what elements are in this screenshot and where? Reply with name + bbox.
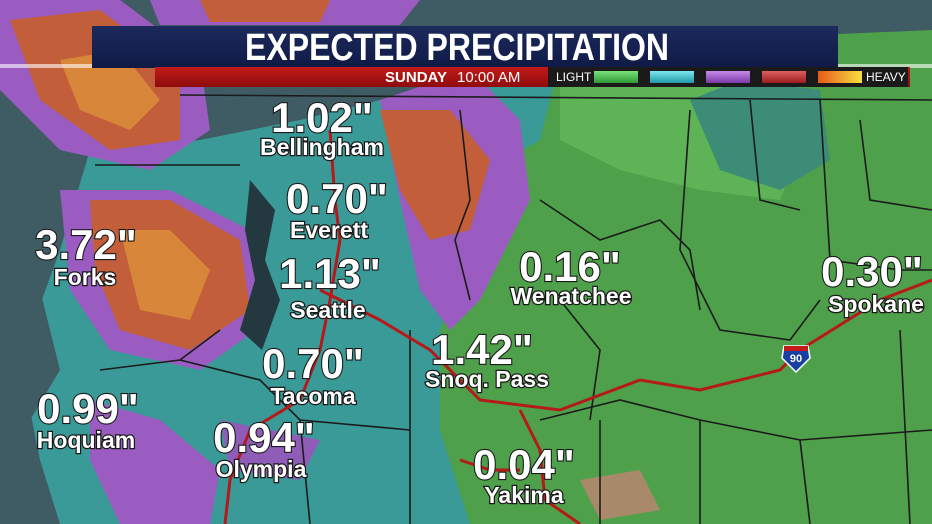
precip-amount: 1.13" (279, 250, 381, 297)
precip-amount: 0.99" (37, 385, 139, 432)
legend-swatch (706, 71, 750, 83)
legend-swatch (650, 71, 694, 83)
city-name: Forks (54, 264, 117, 290)
city-name: Spokane (828, 291, 924, 317)
precip-amount: 0.04" (473, 441, 575, 488)
city-name: Wenatchee (510, 283, 631, 309)
city-name: Bellingham (260, 134, 384, 160)
highways (223, 129, 932, 524)
day-label: SUNDAY (385, 69, 447, 86)
legend-swatch (818, 71, 862, 83)
legend-low: LIGHT (556, 70, 592, 84)
precip-amount: 0.70" (262, 340, 364, 387)
precip-amount: 0.30" (821, 248, 923, 295)
city-name: Seattle (290, 297, 365, 323)
legend-high: HEAVY (866, 70, 906, 84)
legend-swatch (594, 71, 638, 83)
city-name: Tacoma (270, 383, 355, 409)
precip-amount: 0.70" (286, 175, 388, 222)
precip-amount: 3.72" (35, 221, 137, 268)
city-name: Everett (290, 217, 368, 243)
interstate-shield: 90 (781, 345, 811, 374)
precip-amount: 1.42" (431, 326, 533, 373)
precip-amount: 0.16" (519, 243, 621, 290)
title-banner (92, 26, 838, 68)
highway-label: 90 (790, 353, 802, 365)
city-name: Snoq. Pass (425, 366, 549, 392)
precip-amount: 1.02" (271, 94, 373, 141)
city-name: Olympia (216, 456, 307, 482)
county-lines (95, 94, 932, 524)
precip-amount: 0.94" (213, 414, 315, 461)
city-name: Hoquiam (37, 427, 135, 453)
header: EXPECTED PRECIPITATION SUNDAY 10:00 AM L… (0, 26, 932, 87)
title: EXPECTED PRECIPITATION (245, 27, 669, 69)
city-name: Yakima (484, 482, 563, 508)
legend-swatch (762, 71, 806, 83)
time-label: 10:00 AM (457, 69, 520, 86)
